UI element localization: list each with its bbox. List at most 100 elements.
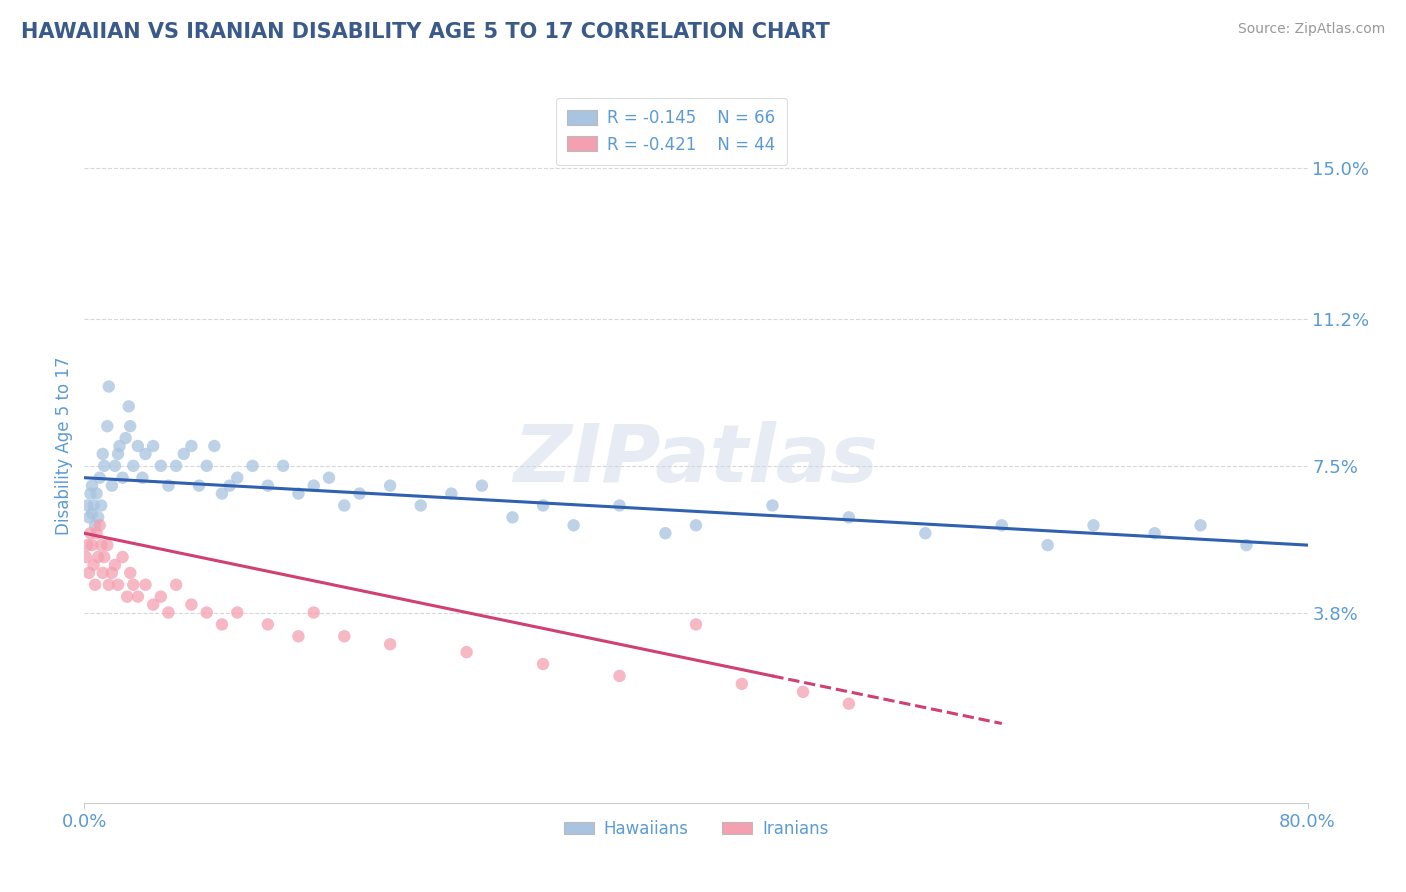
Point bbox=[80, 507, 103, 521]
Point bbox=[108, 439, 131, 453]
Point bbox=[188, 478, 211, 492]
Point bbox=[180, 439, 202, 453]
Point bbox=[104, 458, 127, 473]
Point bbox=[226, 471, 249, 485]
Point bbox=[84, 578, 107, 592]
Point bbox=[685, 518, 707, 533]
Point bbox=[218, 478, 240, 492]
Point bbox=[111, 471, 134, 485]
Point bbox=[609, 499, 631, 513]
Point bbox=[83, 558, 105, 572]
Point bbox=[157, 606, 180, 620]
Point bbox=[792, 685, 814, 699]
Point bbox=[471, 478, 494, 492]
Point bbox=[111, 549, 134, 564]
Point bbox=[1143, 526, 1166, 541]
Point bbox=[195, 458, 218, 473]
Point bbox=[409, 499, 432, 513]
Point bbox=[333, 629, 356, 643]
Point bbox=[211, 486, 233, 500]
Point bbox=[80, 478, 103, 492]
Point bbox=[79, 526, 101, 541]
Point bbox=[914, 526, 936, 541]
Point bbox=[77, 510, 100, 524]
Point bbox=[135, 447, 157, 461]
Point bbox=[456, 645, 478, 659]
Point bbox=[101, 566, 124, 580]
Point bbox=[302, 606, 325, 620]
Point bbox=[1083, 518, 1105, 533]
Point bbox=[86, 486, 108, 500]
Point bbox=[96, 419, 118, 434]
Point bbox=[761, 499, 783, 513]
Point bbox=[318, 471, 340, 485]
Point bbox=[79, 486, 101, 500]
Point bbox=[149, 590, 172, 604]
Point bbox=[609, 669, 631, 683]
Point bbox=[104, 558, 127, 572]
Point bbox=[257, 617, 280, 632]
Point bbox=[1236, 538, 1258, 552]
Point bbox=[115, 590, 138, 604]
Point bbox=[157, 478, 180, 492]
Point bbox=[287, 486, 309, 500]
Point bbox=[122, 458, 145, 473]
Point bbox=[93, 458, 115, 473]
Point bbox=[731, 677, 754, 691]
Text: ZIPatlas: ZIPatlas bbox=[513, 421, 879, 500]
Text: HAWAIIAN VS IRANIAN DISABILITY AGE 5 TO 17 CORRELATION CHART: HAWAIIAN VS IRANIAN DISABILITY AGE 5 TO … bbox=[21, 22, 830, 42]
Point bbox=[91, 566, 114, 580]
Point bbox=[86, 526, 108, 541]
Y-axis label: Disability Age 5 to 17: Disability Age 5 to 17 bbox=[55, 357, 73, 535]
Point bbox=[149, 458, 172, 473]
Point bbox=[76, 538, 98, 552]
Point bbox=[242, 458, 264, 473]
Point bbox=[75, 549, 97, 564]
Point bbox=[202, 439, 225, 453]
Point bbox=[349, 486, 371, 500]
Point bbox=[257, 478, 280, 492]
Text: Source: ZipAtlas.com: Source: ZipAtlas.com bbox=[1237, 22, 1385, 37]
Point bbox=[76, 499, 98, 513]
Point bbox=[165, 578, 187, 592]
Point bbox=[333, 499, 356, 513]
Point bbox=[654, 526, 676, 541]
Point bbox=[87, 510, 110, 524]
Point bbox=[838, 697, 860, 711]
Point bbox=[77, 566, 100, 580]
Point bbox=[142, 439, 165, 453]
Point bbox=[142, 598, 165, 612]
Point bbox=[107, 447, 129, 461]
Legend: Hawaiians, Iranians: Hawaiians, Iranians bbox=[557, 814, 835, 845]
Point bbox=[122, 578, 145, 592]
Point bbox=[89, 518, 111, 533]
Point bbox=[165, 458, 187, 473]
Point bbox=[531, 657, 554, 671]
Point bbox=[838, 510, 860, 524]
Point bbox=[107, 578, 129, 592]
Point bbox=[96, 538, 118, 552]
Point bbox=[90, 538, 112, 552]
Point bbox=[380, 637, 402, 651]
Point bbox=[90, 499, 112, 513]
Point bbox=[440, 486, 463, 500]
Point bbox=[83, 499, 105, 513]
Point bbox=[302, 478, 325, 492]
Point bbox=[562, 518, 585, 533]
Point bbox=[127, 590, 149, 604]
Point bbox=[93, 549, 115, 564]
Point bbox=[1036, 538, 1059, 552]
Point bbox=[120, 419, 142, 434]
Point bbox=[1189, 518, 1212, 533]
Point bbox=[114, 431, 136, 445]
Point bbox=[685, 617, 707, 632]
Point bbox=[101, 478, 124, 492]
Point bbox=[89, 471, 111, 485]
Point bbox=[97, 578, 120, 592]
Point bbox=[991, 518, 1014, 533]
Point bbox=[271, 458, 294, 473]
Point bbox=[118, 400, 141, 414]
Point bbox=[211, 617, 233, 632]
Point bbox=[127, 439, 149, 453]
Point bbox=[84, 518, 107, 533]
